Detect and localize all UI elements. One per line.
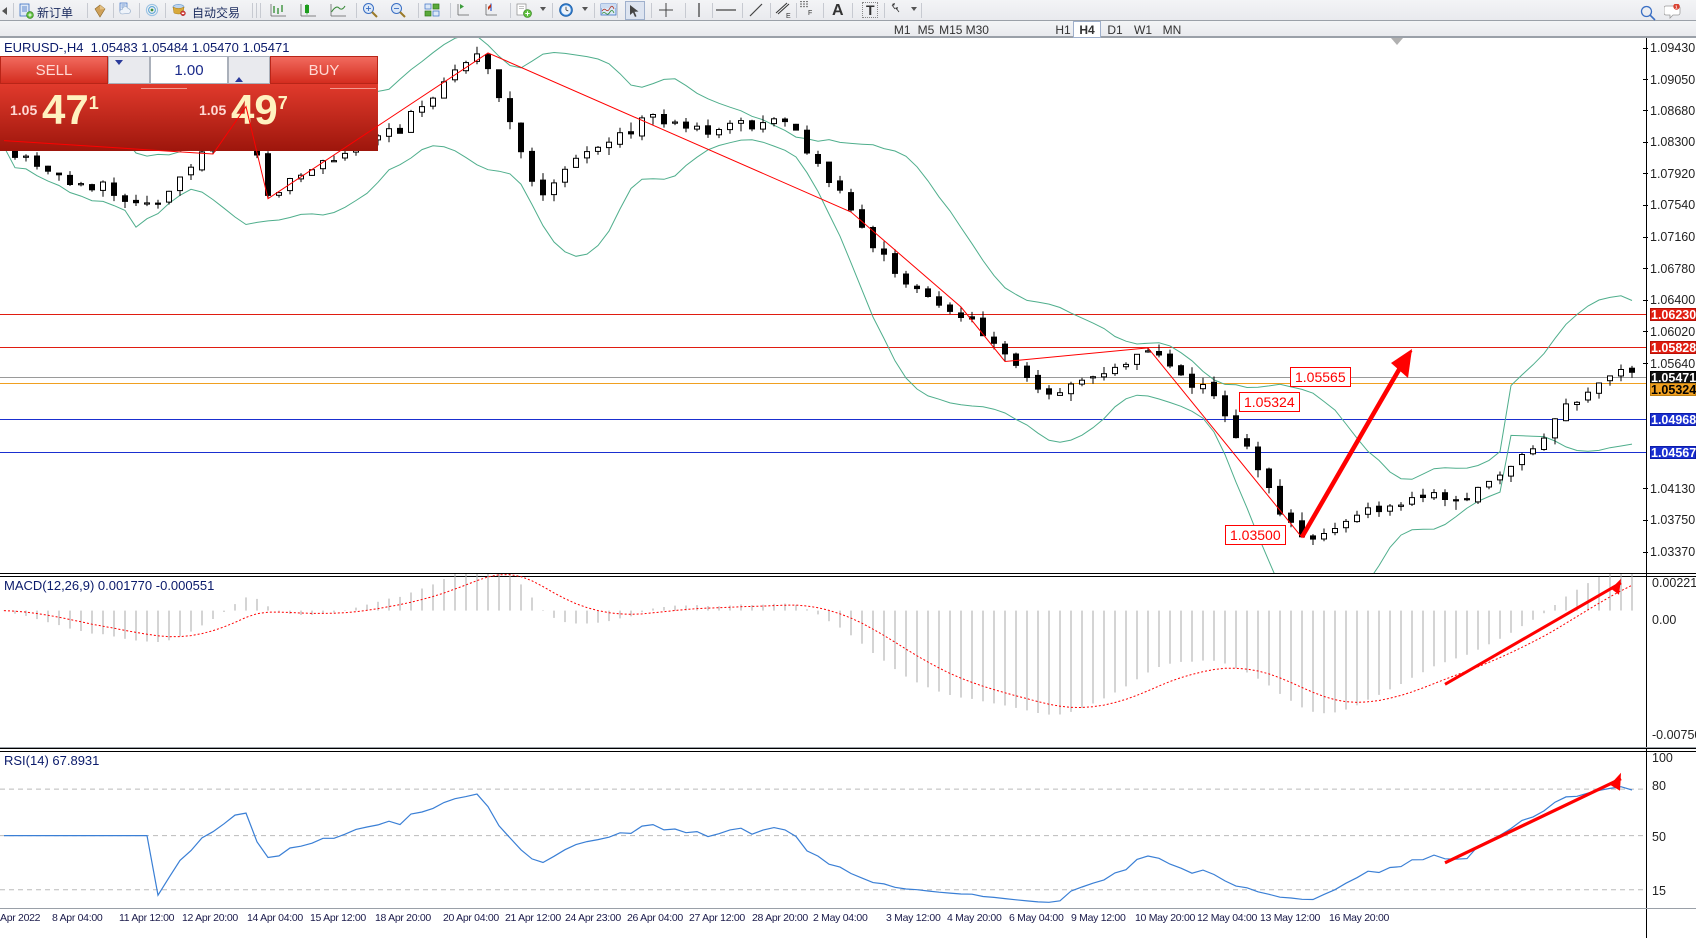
svg-text:E: E xyxy=(786,13,791,19)
svg-text:F: F xyxy=(808,10,812,17)
